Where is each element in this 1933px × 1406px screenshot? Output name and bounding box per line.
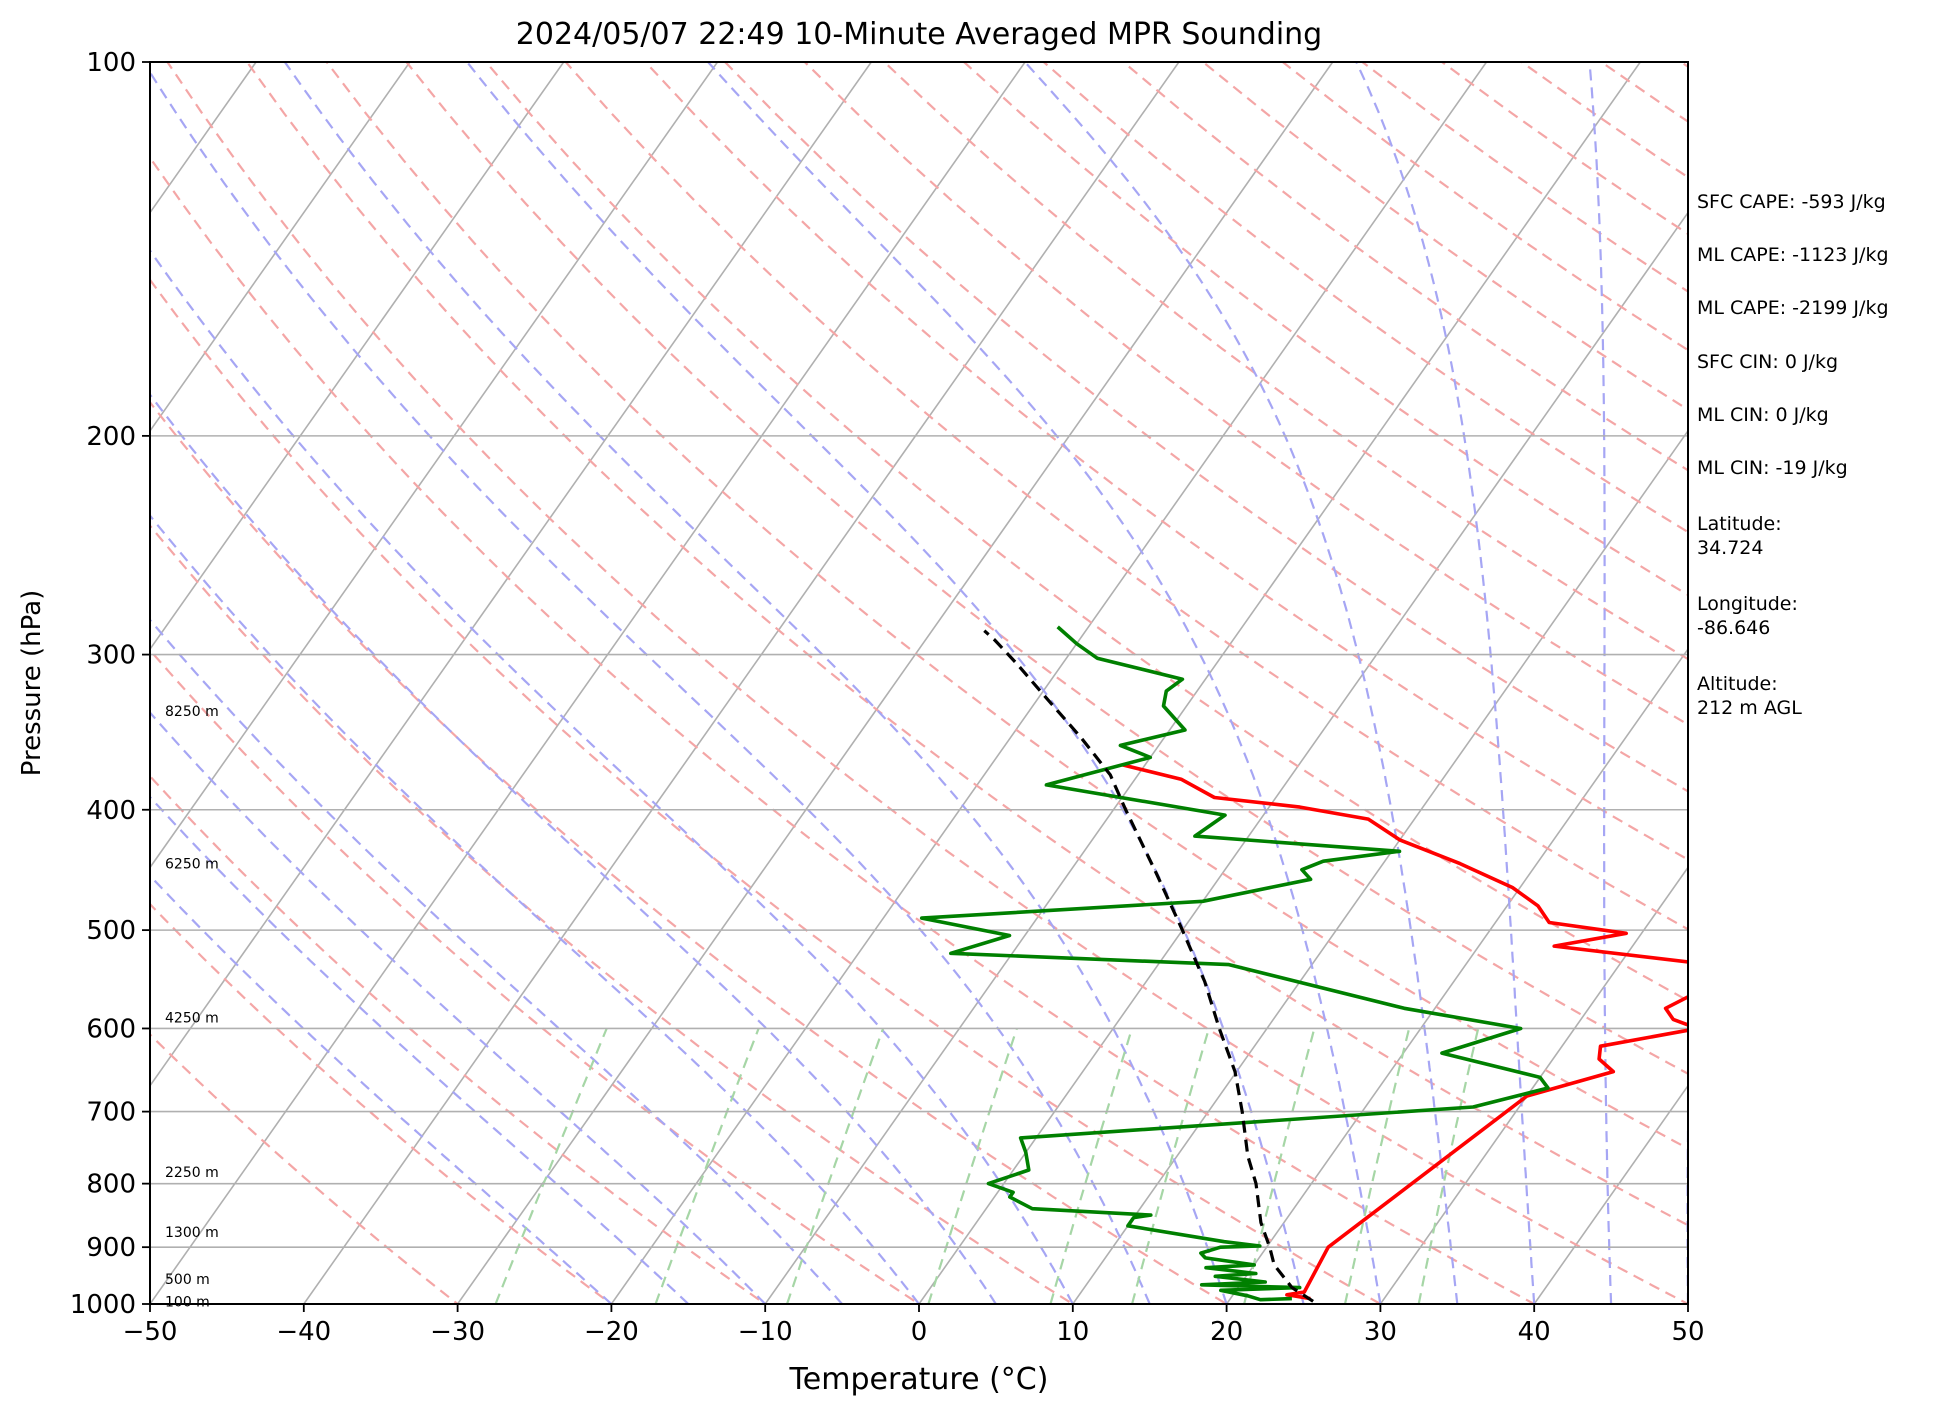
sfc-cape-text: SFC CAPE: -593 J/kg [1697, 191, 1886, 213]
height-label: 1300 m [165, 1225, 219, 1241]
ml-cin-text: ML CIN: 0 J/kg [1697, 404, 1829, 426]
x-tick-label: −30 [430, 1317, 485, 1347]
mixing-ratio-line [1343, 1028, 1411, 1304]
dry-adiabat-line [405, 62, 1688, 1075]
x-axis-ticks: −50 −40 −30 −20 −10 0 10 20 30 40 50 [123, 1304, 1705, 1347]
moist-adiabat-line [150, 710, 766, 1304]
ml-cape-text-2: ML CAPE: -2199 J/kg [1697, 297, 1889, 319]
moist-adiabat-line [150, 795, 690, 1304]
dewpoint-line [919, 625, 1550, 1302]
x-tick-label: 0 [911, 1317, 928, 1347]
dry-adiabat-line [325, 62, 1688, 1150]
y-tick-label: 100 [86, 48, 136, 78]
y-axis-ticks: 100 200 300 400 500 600 700 800 900 1000 [70, 48, 150, 1320]
x-tick-label: −10 [738, 1317, 793, 1347]
moist-adiabat-line [150, 874, 613, 1304]
dry-adiabat-line [150, 277, 1383, 1304]
moist-adiabat-line [150, 513, 920, 1304]
height-label: 4250 m [165, 1011, 219, 1027]
sounding-profiles [919, 625, 1688, 1303]
isotherm-line [918, 211, 1688, 1304]
dry-adiabat-line [150, 648, 922, 1304]
y-tick-label: 400 [86, 796, 136, 826]
isotherm-line [150, 62, 411, 433]
ml-cape-text: ML CAPE: -1123 J/kg [1697, 244, 1889, 266]
temperature-line [1121, 763, 1688, 1301]
moist-adiabat-line [150, 70, 1151, 1304]
dry-adiabat-line [150, 902, 614, 1304]
dry-adiabat-line [485, 62, 1688, 1002]
dry-adiabat-line [150, 774, 768, 1304]
height-label: 500 m [165, 1272, 210, 1288]
moist-adiabat-line [1024, 62, 1459, 1304]
y-tick-label: 1000 [70, 1290, 136, 1320]
isotherm-line [1225, 647, 1688, 1304]
height-label: 100 m [165, 1294, 210, 1310]
isotherm-line [610, 62, 1488, 1304]
x-tick-label: −40 [276, 1317, 331, 1347]
dry-adiabat-line [150, 400, 1229, 1304]
isotherm-line [150, 62, 1026, 1304]
dry-adiabat-line [724, 62, 1688, 793]
x-tick-label: −20 [584, 1317, 639, 1347]
dry-adiabat-line [150, 1032, 460, 1304]
isotherm-line [150, 62, 565, 651]
moist-adiabat-line [150, 248, 1074, 1304]
y-tick-label: 900 [86, 1233, 136, 1263]
moist-adiabat-line [1355, 62, 1536, 1304]
isotherm-line [456, 62, 1334, 1304]
isotherm-line [303, 62, 1180, 1304]
ml-cin-text-2: ML CIN: -19 J/kg [1697, 457, 1848, 479]
x-tick-label: 30 [1364, 1317, 1397, 1347]
latitude-text: Latitude: 34.724 [1697, 513, 1782, 559]
y-tick-label: 200 [86, 422, 136, 452]
parcel-path-line [983, 629, 1314, 1303]
sfc-cin-text: SFC CIN: 0 J/kg [1697, 351, 1839, 373]
mixing-ratio-line [1131, 1028, 1210, 1304]
height-label: 8250 m [165, 704, 219, 720]
height-labels: 8250 m 6250 m 4250 m 2250 m 1300 m 500 m 100 m [165, 704, 219, 1310]
mixing-ratio-line [927, 1028, 1018, 1304]
dry-adiabat-line [150, 523, 1075, 1304]
height-label: 2250 m [165, 1165, 219, 1181]
isotherm-line [150, 62, 872, 1088]
x-tick-label: 10 [1056, 1317, 1089, 1347]
dry-adiabat-line [150, 155, 1537, 1304]
height-label: 6250 m [165, 857, 219, 873]
isotherm-line [764, 62, 1641, 1304]
y-tick-label: 700 [86, 1098, 136, 1128]
x-tick-label: 50 [1671, 1317, 1704, 1347]
dry-adiabat-line [883, 62, 1688, 661]
y-tick-label: 600 [86, 1014, 136, 1044]
chart-title: 2024/05/07 22:49 10-Minute Averaged MPR … [516, 17, 1322, 52]
isotherm-line [150, 62, 719, 869]
x-tick-label: −50 [123, 1317, 178, 1347]
dry-adiabat-line [246, 62, 1688, 1227]
dry-adiabat-line [166, 62, 1688, 1304]
mixing-ratio-line [1243, 1028, 1316, 1304]
moist-adiabat-line [150, 392, 997, 1304]
x-tick-label: 40 [1518, 1317, 1551, 1347]
moist-adiabat-line [466, 62, 1305, 1304]
altitude-text: Altitude: 212 m AGL [1697, 673, 1802, 719]
y-tick-label: 800 [86, 1170, 136, 1200]
pressure-gridlines [150, 62, 1688, 1304]
x-axis-label: Temperature (°C) [789, 1362, 1049, 1397]
longitude-text: Longitude: -86.646 [1697, 593, 1798, 639]
moist-adiabat-line [1588, 62, 1613, 1304]
mixing-ratio-line [1417, 1028, 1480, 1304]
dry-adiabat-line [644, 62, 1688, 861]
isotherm-line [1533, 1084, 1688, 1304]
x-tick-label: 20 [1210, 1317, 1243, 1347]
isotherm-line [1072, 429, 1688, 1304]
moist-adiabat-line [707, 62, 1382, 1304]
mixing-ratio-line [1049, 1028, 1134, 1304]
background-guide-lines [150, 62, 1688, 1304]
y-axis-label: Pressure (hPa) [17, 590, 47, 777]
moist-adiabat-line [283, 62, 1228, 1304]
y-tick-label: 300 [86, 641, 136, 671]
y-tick-label: 500 [86, 916, 136, 946]
dry-adiabat-line [564, 62, 1688, 931]
